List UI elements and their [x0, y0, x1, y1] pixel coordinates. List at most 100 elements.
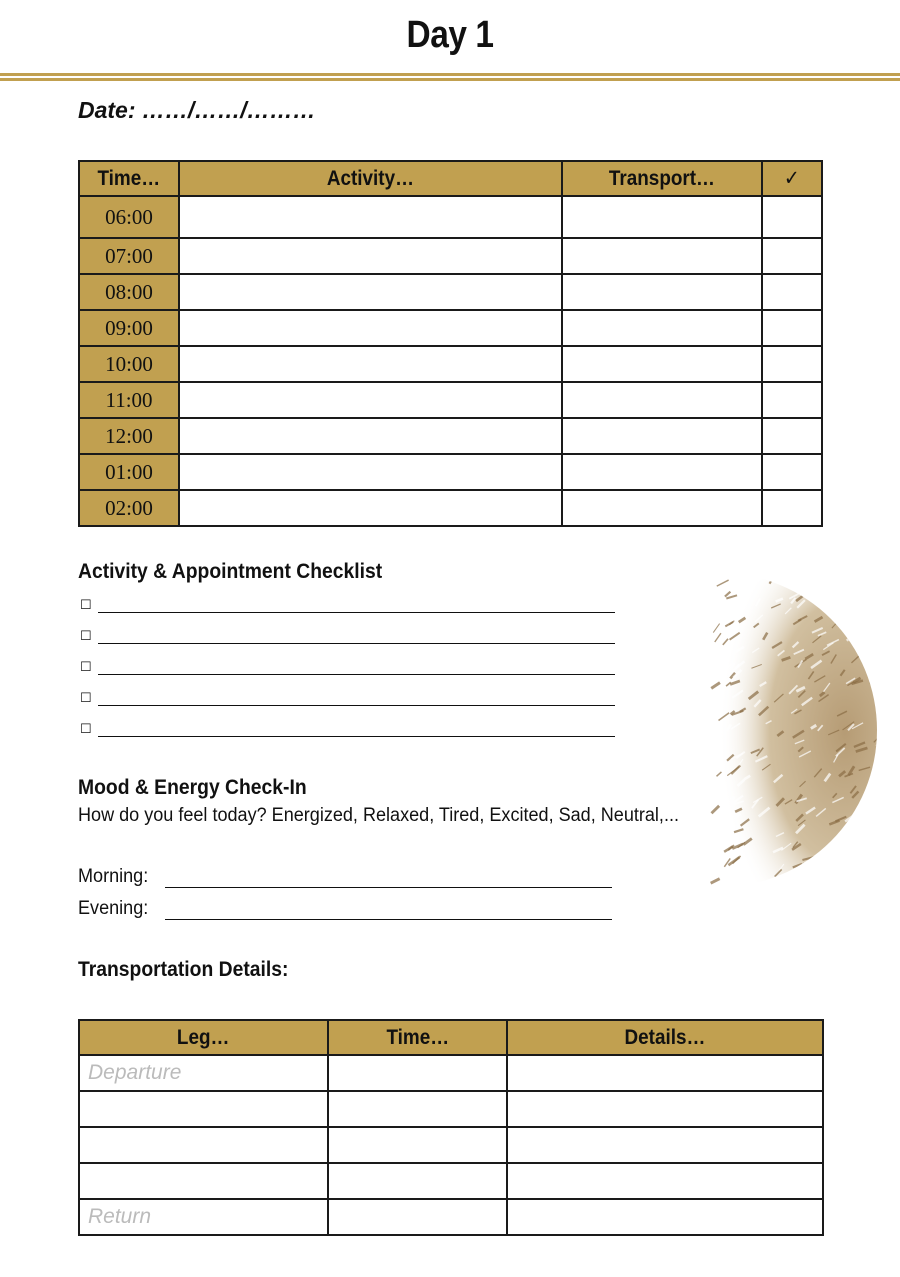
globe-texture	[854, 810, 862, 818]
globe-texture	[712, 623, 721, 633]
checklist-line[interactable]	[98, 643, 615, 644]
globe-texture	[874, 603, 877, 614]
check-cell[interactable]	[761, 237, 823, 275]
check-cell[interactable]	[761, 345, 823, 383]
details-cell[interactable]	[506, 1162, 824, 1200]
globe-texture	[719, 648, 730, 658]
activity-cell[interactable]	[178, 309, 563, 347]
header-check: ✓	[761, 160, 823, 197]
checklist-line[interactable]	[98, 705, 615, 706]
check-cell[interactable]	[761, 273, 823, 311]
checklist-line[interactable]	[98, 612, 615, 613]
globe-texture	[822, 682, 831, 693]
activity-cell[interactable]	[178, 381, 563, 419]
globe-texture	[714, 632, 722, 643]
globe-texture	[868, 864, 877, 875]
globe-texture	[850, 853, 862, 865]
transport-cell[interactable]	[561, 345, 763, 383]
evening-input[interactable]	[165, 919, 612, 920]
globe-texture	[733, 575, 745, 580]
globe-texture	[731, 842, 744, 850]
globe-texture	[878, 876, 885, 880]
activity-cell[interactable]	[178, 489, 563, 527]
transport-cell[interactable]	[561, 489, 763, 527]
globe-texture	[771, 641, 783, 649]
leg-cell[interactable]	[78, 1162, 329, 1200]
check-cell[interactable]	[761, 417, 823, 455]
globe-texture	[818, 691, 826, 698]
checklist-line[interactable]	[98, 736, 615, 737]
globe-texture	[839, 669, 846, 677]
leg-cell[interactable]	[78, 1126, 329, 1164]
checkbox[interactable]: ☐	[80, 628, 92, 643]
transport-cell[interactable]	[561, 237, 763, 275]
globe-texture	[725, 723, 732, 732]
transport-cell[interactable]	[561, 417, 763, 455]
time-cell[interactable]	[327, 1162, 508, 1200]
globe-texture	[796, 599, 806, 609]
globe-texture	[730, 752, 744, 760]
details-cell[interactable]	[506, 1198, 824, 1236]
globe-texture	[796, 797, 807, 803]
check-cell[interactable]	[761, 453, 823, 491]
checkbox[interactable]: ☐	[80, 597, 92, 612]
checkbox[interactable]: ☐	[80, 659, 92, 674]
check-cell[interactable]	[761, 309, 823, 347]
details-cell[interactable]	[506, 1054, 824, 1092]
globe-texture	[887, 712, 890, 720]
leg-cell[interactable]: Return	[78, 1198, 329, 1236]
check-cell[interactable]	[761, 381, 823, 419]
activity-cell[interactable]	[178, 453, 563, 491]
globe-texture	[814, 675, 826, 683]
globe-texture	[747, 690, 760, 701]
globe-texture	[762, 631, 769, 641]
leg-cell[interactable]	[78, 1090, 329, 1128]
activity-cell[interactable]	[178, 273, 563, 311]
morning-input[interactable]	[165, 887, 612, 888]
checkbox[interactable]: ☐	[80, 721, 92, 736]
transport-cell[interactable]	[561, 195, 763, 239]
globe-texture	[730, 722, 741, 730]
globe-texture	[758, 705, 770, 717]
time-cell[interactable]	[327, 1054, 508, 1092]
globe-texture	[889, 863, 890, 870]
globe-texture	[807, 670, 815, 680]
transport-cell[interactable]	[561, 309, 763, 347]
transport-cell[interactable]	[561, 273, 763, 311]
globe-texture	[884, 822, 890, 826]
globe-texture	[775, 832, 785, 838]
activity-cell[interactable]	[178, 237, 563, 275]
time-cell[interactable]	[327, 1090, 508, 1128]
globe-texture	[726, 594, 738, 600]
check-cell[interactable]	[761, 489, 823, 527]
leg-cell[interactable]: Departure	[78, 1054, 329, 1092]
time-cell[interactable]	[327, 1126, 508, 1164]
globe-texture	[884, 852, 890, 856]
globe-texture	[792, 841, 799, 849]
checkbox[interactable]: ☐	[80, 690, 92, 705]
mood-heading: Mood & Energy Check-In	[78, 776, 307, 799]
transport-cell[interactable]	[561, 381, 763, 419]
globe-texture	[812, 635, 822, 644]
transport-cell[interactable]	[561, 453, 763, 491]
schedule-row: 06:00	[78, 195, 823, 239]
activity-cell[interactable]	[178, 345, 563, 383]
details-cell[interactable]	[506, 1090, 824, 1128]
schedule-row: 10:00	[78, 345, 823, 383]
activity-cell[interactable]	[178, 195, 563, 239]
check-cell[interactable]	[761, 195, 823, 239]
globe-texture	[794, 739, 805, 745]
globe-texture	[797, 615, 808, 622]
globe-texture	[751, 663, 762, 669]
date-field[interactable]: Date: ……/……/………	[78, 97, 316, 123]
details-cell[interactable]	[506, 1126, 824, 1164]
globe-texture	[724, 590, 732, 598]
activity-cell[interactable]	[178, 417, 563, 455]
time-cell[interactable]	[327, 1198, 508, 1236]
globe-texture	[781, 842, 792, 851]
globe-texture	[845, 590, 854, 597]
globe-texture	[882, 671, 890, 677]
checklist-line[interactable]	[98, 674, 615, 675]
globe-texture	[791, 873, 805, 881]
